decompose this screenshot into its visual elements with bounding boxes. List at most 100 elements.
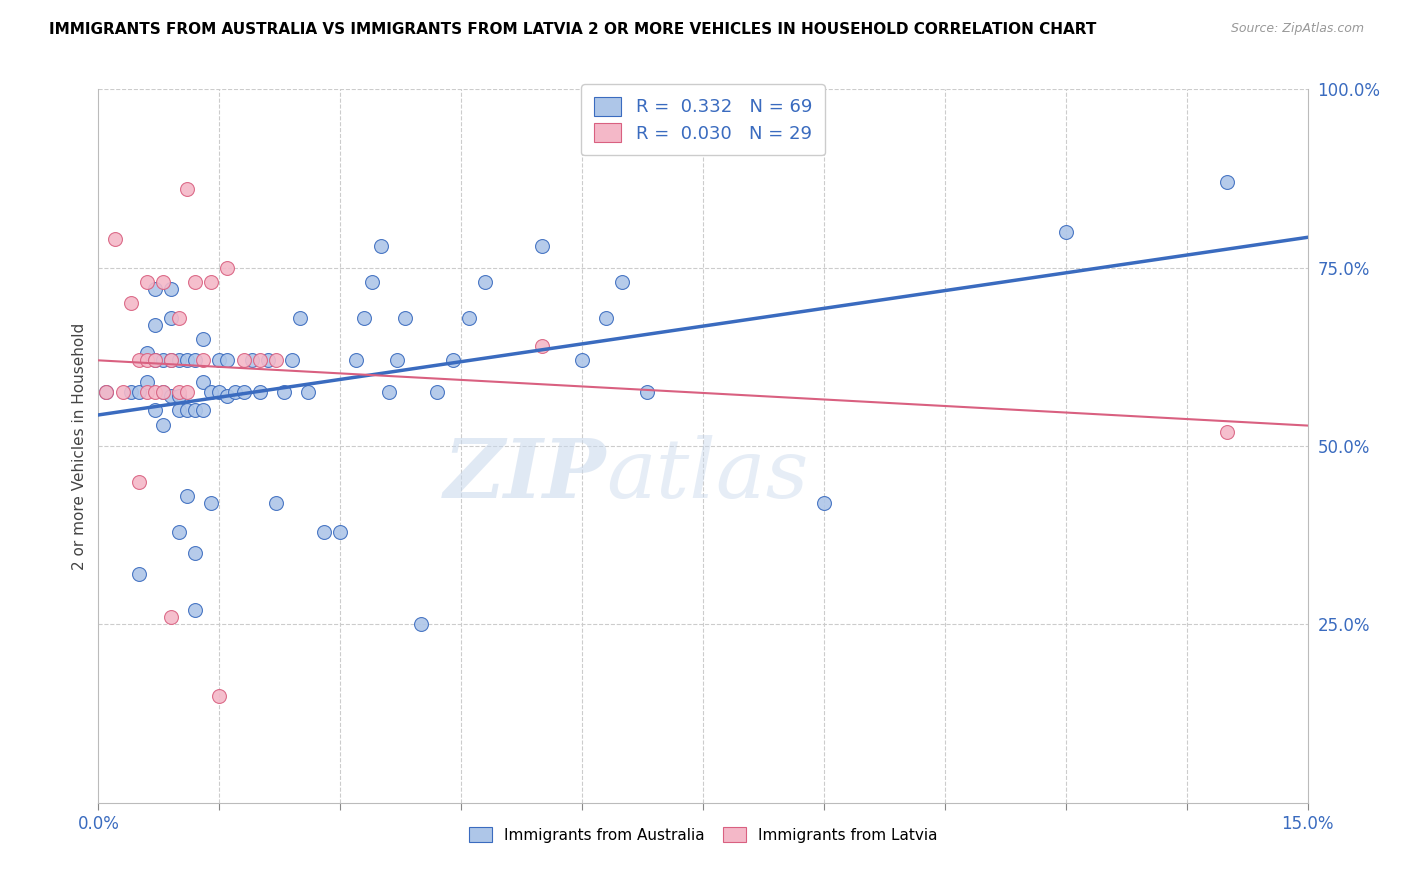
Point: [377, 385, 399, 400]
Point: [264, 353, 287, 368]
Point: [370, 239, 392, 253]
Point: [160, 282, 183, 296]
Point: [184, 546, 207, 560]
Point: [120, 296, 142, 310]
Point: [160, 389, 183, 403]
Point: [193, 353, 215, 368]
Point: [143, 353, 166, 368]
Point: [193, 403, 215, 417]
Point: [256, 353, 278, 368]
Point: [344, 353, 367, 368]
Point: [152, 385, 174, 400]
Point: [297, 385, 319, 400]
Point: [143, 403, 166, 417]
Point: [1216, 425, 1239, 439]
Point: [184, 603, 207, 617]
Point: [249, 353, 271, 368]
Point: [441, 353, 464, 368]
Point: [813, 496, 835, 510]
Point: [200, 275, 222, 289]
Point: [636, 385, 658, 400]
Point: [160, 310, 183, 325]
Point: [224, 385, 246, 400]
Point: [1216, 175, 1239, 189]
Point: [530, 239, 553, 253]
Point: [184, 275, 207, 289]
Point: [176, 403, 198, 417]
Point: [128, 385, 150, 400]
Point: [249, 385, 271, 400]
Point: [152, 353, 174, 368]
Point: [143, 353, 166, 368]
Point: [1054, 225, 1077, 239]
Point: [385, 353, 408, 368]
Y-axis label: 2 or more Vehicles in Household: 2 or more Vehicles in Household: [72, 322, 87, 570]
Point: [135, 346, 157, 360]
Point: [217, 353, 239, 368]
Point: [160, 353, 183, 368]
Point: [200, 496, 222, 510]
Text: ZIP: ZIP: [444, 434, 606, 515]
Point: [128, 475, 150, 489]
Point: [208, 385, 231, 400]
Point: [273, 385, 295, 400]
Point: [103, 232, 125, 246]
Text: Source: ZipAtlas.com: Source: ZipAtlas.com: [1230, 22, 1364, 36]
Point: [232, 353, 254, 368]
Point: [152, 385, 174, 400]
Point: [193, 375, 215, 389]
Point: [96, 385, 118, 400]
Point: [176, 489, 198, 503]
Point: [353, 310, 375, 325]
Point: [329, 524, 352, 539]
Point: [458, 310, 481, 325]
Point: [135, 375, 157, 389]
Point: [167, 403, 190, 417]
Point: [474, 275, 496, 289]
Point: [264, 496, 287, 510]
Point: [111, 385, 134, 400]
Point: [135, 353, 157, 368]
Point: [167, 524, 190, 539]
Point: [217, 260, 239, 275]
Point: [281, 353, 304, 368]
Point: [135, 275, 157, 289]
Text: atlas: atlas: [606, 434, 808, 515]
Point: [232, 385, 254, 400]
Point: [143, 282, 166, 296]
Point: [128, 567, 150, 582]
Point: [167, 353, 190, 368]
Point: [409, 617, 432, 632]
Point: [176, 182, 198, 196]
Point: [167, 310, 190, 325]
Text: IMMIGRANTS FROM AUSTRALIA VS IMMIGRANTS FROM LATVIA 2 OR MORE VEHICLES IN HOUSEH: IMMIGRANTS FROM AUSTRALIA VS IMMIGRANTS …: [49, 22, 1097, 37]
Point: [143, 385, 166, 400]
Point: [240, 353, 263, 368]
Point: [530, 339, 553, 353]
Point: [152, 417, 174, 432]
Point: [394, 310, 416, 325]
Point: [120, 385, 142, 400]
Point: [160, 610, 183, 624]
Point: [314, 524, 336, 539]
Point: [612, 275, 634, 289]
Point: [184, 403, 207, 417]
Point: [208, 689, 231, 703]
Point: [176, 353, 198, 368]
Point: [160, 353, 183, 368]
Point: [595, 310, 617, 325]
Point: [571, 353, 593, 368]
Point: [135, 385, 157, 400]
Point: [167, 389, 190, 403]
Point: [208, 353, 231, 368]
Point: [143, 318, 166, 332]
Point: [426, 385, 449, 400]
Point: [217, 389, 239, 403]
Point: [361, 275, 384, 289]
Point: [152, 275, 174, 289]
Point: [288, 310, 311, 325]
Point: [200, 385, 222, 400]
Point: [184, 353, 207, 368]
Point: [193, 332, 215, 346]
Legend: Immigrants from Australia, Immigrants from Latvia: Immigrants from Australia, Immigrants fr…: [463, 821, 943, 848]
